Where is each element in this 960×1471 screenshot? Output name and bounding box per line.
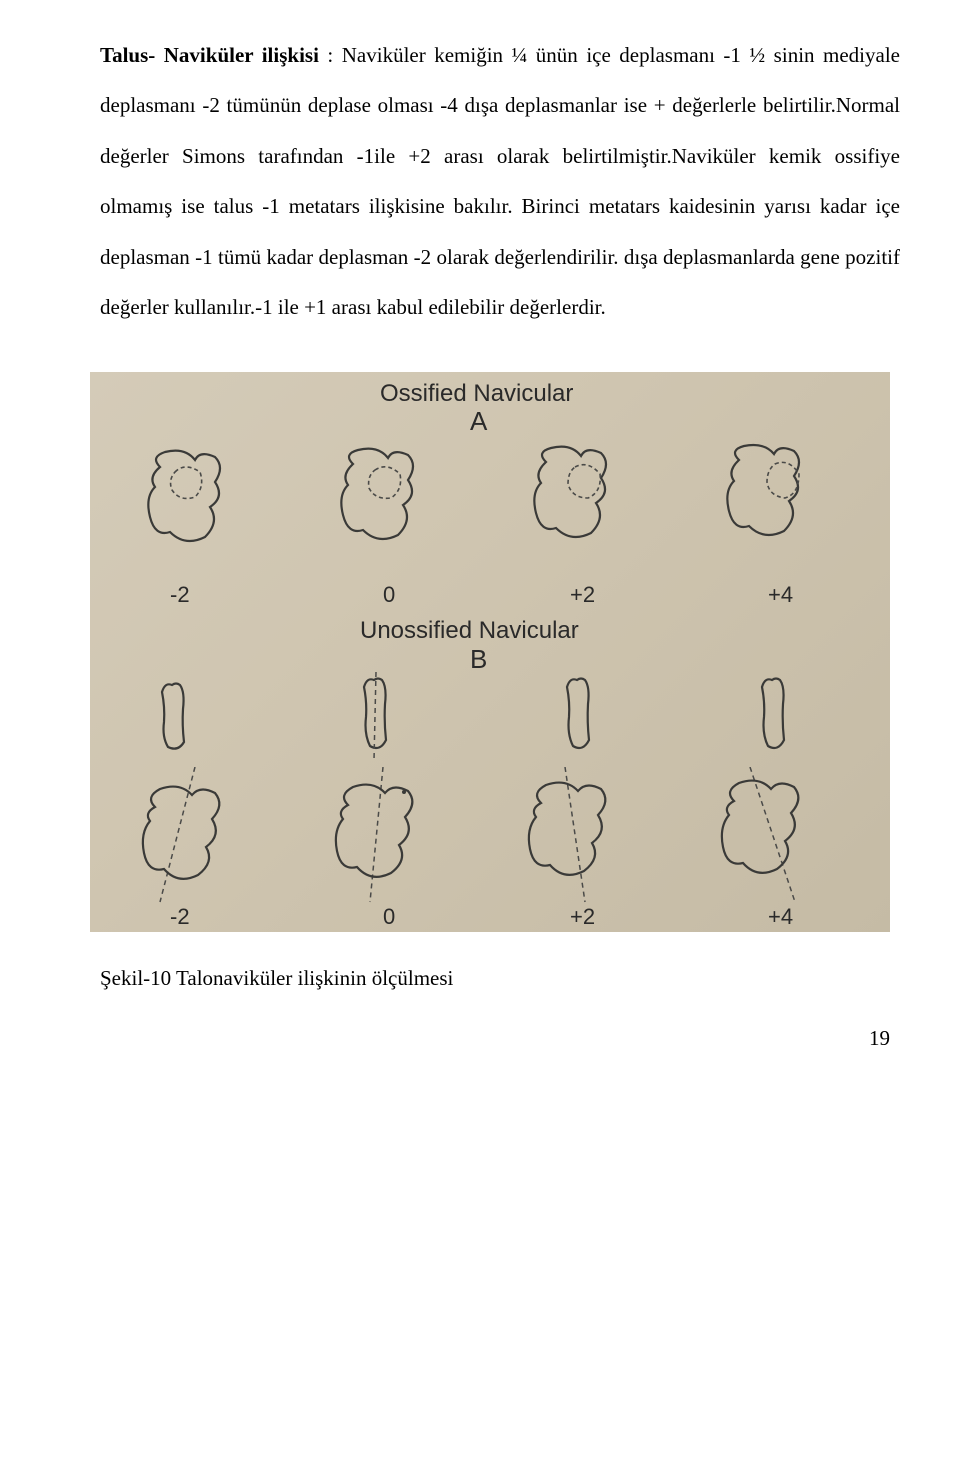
meta-b-2 — [352, 672, 412, 762]
bone-a-2 — [325, 442, 455, 572]
bone-a-4 — [715, 442, 845, 572]
talus-b-1 — [120, 767, 270, 907]
figure-caption: Şekil-10 Talonaviküler ilişkinin ölçülme… — [100, 962, 900, 996]
talus-b-4 — [705, 767, 855, 907]
figure-sub-a: A — [470, 406, 487, 437]
figure-sub-b: B — [470, 644, 487, 675]
label-b-1: 0 — [383, 904, 395, 930]
label-a-0: -2 — [170, 582, 190, 608]
figure-title-b: Unossified Navicular — [360, 617, 579, 645]
label-a-1: 0 — [383, 582, 395, 608]
meta-b-4 — [750, 672, 810, 762]
label-b-0: -2 — [170, 904, 190, 930]
figure-title-a: Ossified Navicular — [380, 380, 573, 408]
body-paragraph: Talus- Naviküler ilişkisi : Naviküler ke… — [100, 30, 900, 332]
bone-a-1 — [130, 442, 260, 572]
figure-image: Ossified Navicular A -2 0 +2 +4 Unossifi… — [90, 372, 890, 932]
meta-b-3 — [555, 672, 615, 762]
label-a-3: +4 — [768, 582, 793, 608]
para-rest: : Naviküler kemiğin ¼ ünün içe deplasman… — [100, 43, 900, 319]
meta-b-1 — [150, 677, 210, 762]
talus-b-2 — [315, 767, 465, 907]
label-a-2: +2 — [570, 582, 595, 608]
talus-b-3 — [510, 767, 660, 907]
para-lead-bold: Talus- Naviküler ilişkisi — [100, 43, 319, 67]
page-number: 19 — [100, 1026, 900, 1051]
label-b-2: +2 — [570, 904, 595, 930]
bone-a-3 — [520, 442, 650, 572]
label-b-3: +4 — [768, 904, 793, 930]
